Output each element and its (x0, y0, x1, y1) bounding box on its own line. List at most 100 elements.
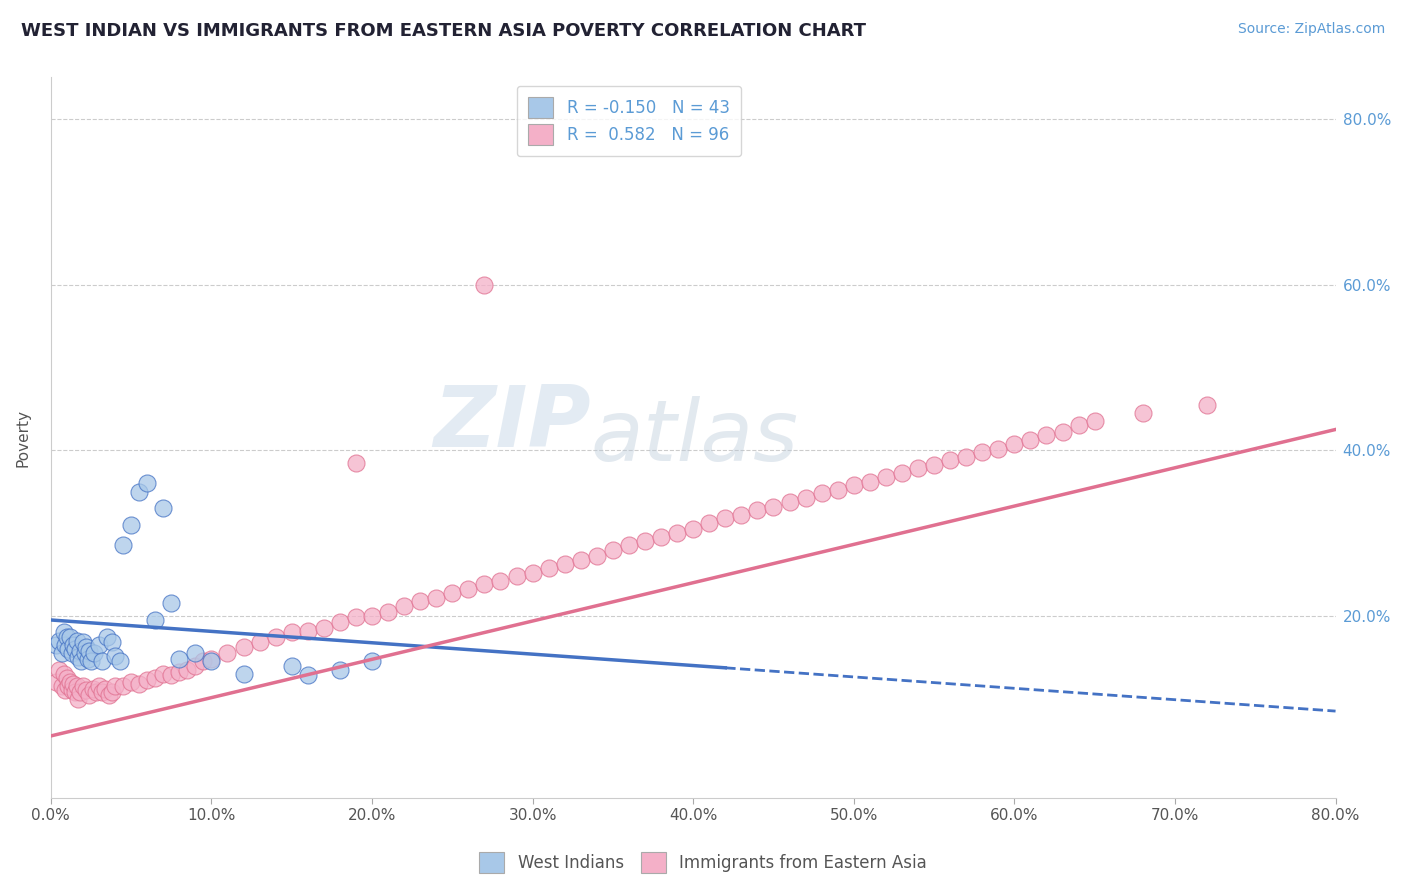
Point (82, 681, 104, 696)
Point (682, 522, 704, 536)
Point (1197, 398, 1219, 412)
Point (79, 688, 101, 702)
Point (91, 654, 114, 668)
Point (160, 668, 183, 682)
Point (65, 633, 87, 648)
Point (585, 549, 607, 564)
Point (56, 630, 79, 644)
Text: atlas: atlas (591, 396, 799, 479)
Point (779, 494, 801, 508)
Legend: R = -0.150   N = 43, R =  0.582   N = 96: R = -0.150 N = 43, R = 0.582 N = 96 (516, 86, 741, 156)
Point (907, 461, 929, 475)
Point (217, 646, 239, 660)
Point (48, 663, 70, 677)
Point (714, 511, 737, 525)
Point (762, 500, 785, 514)
Point (569, 552, 592, 566)
Point (120, 517, 142, 532)
Point (84, 685, 107, 699)
Point (101, 635, 124, 649)
Point (1084, 414, 1107, 428)
Point (96, 630, 118, 644)
Point (200, 652, 222, 666)
Point (52, 625, 75, 640)
Point (810, 486, 832, 500)
Point (58, 679, 80, 693)
Point (794, 491, 817, 506)
Point (859, 475, 882, 489)
Point (280, 625, 302, 640)
Point (457, 582, 479, 597)
Point (79, 643, 101, 657)
Point (297, 624, 319, 638)
Point (955, 450, 977, 464)
Point (827, 483, 849, 497)
Point (344, 456, 367, 470)
Point (128, 677, 150, 691)
Point (87, 638, 110, 652)
Point (59, 630, 82, 644)
Legend: West Indians, Immigrants from Eastern Asia: West Indians, Immigrants from Eastern As… (472, 846, 934, 880)
Point (128, 484, 150, 499)
Point (76, 652, 98, 666)
Point (176, 663, 198, 677)
Point (939, 453, 962, 467)
Point (69, 685, 91, 699)
Point (280, 658, 302, 673)
Point (249, 635, 271, 649)
Point (67, 691, 90, 706)
Point (104, 648, 127, 663)
Point (747, 503, 769, 517)
Point (200, 654, 222, 668)
Text: ZIP: ZIP (433, 382, 591, 465)
Point (72, 679, 94, 693)
Point (697, 516, 720, 530)
Point (143, 613, 166, 627)
Point (489, 574, 512, 588)
Point (120, 675, 142, 690)
Point (104, 679, 127, 693)
Point (45, 638, 67, 652)
Point (232, 640, 254, 655)
Point (108, 654, 131, 668)
Point (972, 445, 994, 459)
Point (1019, 434, 1042, 448)
Point (51, 646, 73, 660)
Point (329, 663, 352, 677)
Point (53, 638, 76, 652)
Point (922, 458, 945, 472)
Point (59, 675, 82, 690)
Point (152, 501, 174, 516)
Point (505, 569, 527, 583)
Point (62, 677, 84, 691)
Point (232, 666, 254, 681)
Point (554, 558, 576, 572)
Point (60, 646, 83, 660)
Point (63, 642, 86, 657)
Point (634, 534, 657, 549)
Point (474, 277, 496, 292)
Point (474, 577, 496, 591)
Point (136, 476, 159, 491)
Text: WEST INDIAN VS IMMIGRANTS FROM EASTERN ASIA POVERTY CORRELATION CHART: WEST INDIAN VS IMMIGRANTS FROM EASTERN A… (21, 22, 866, 40)
Point (184, 646, 207, 660)
Point (45, 675, 67, 690)
Point (62, 638, 84, 652)
Point (53, 683, 76, 698)
Point (112, 538, 135, 552)
Point (1035, 428, 1057, 442)
Point (522, 566, 544, 580)
Point (80, 654, 103, 668)
Point (441, 585, 464, 599)
Point (58, 642, 80, 657)
Point (169, 652, 191, 666)
Point (1067, 418, 1090, 433)
Point (361, 654, 384, 668)
Point (52, 666, 75, 681)
Point (51, 679, 73, 693)
Point (56, 671, 79, 685)
Point (60, 683, 83, 698)
Point (87, 679, 110, 693)
Point (377, 605, 399, 619)
Point (69, 643, 91, 657)
